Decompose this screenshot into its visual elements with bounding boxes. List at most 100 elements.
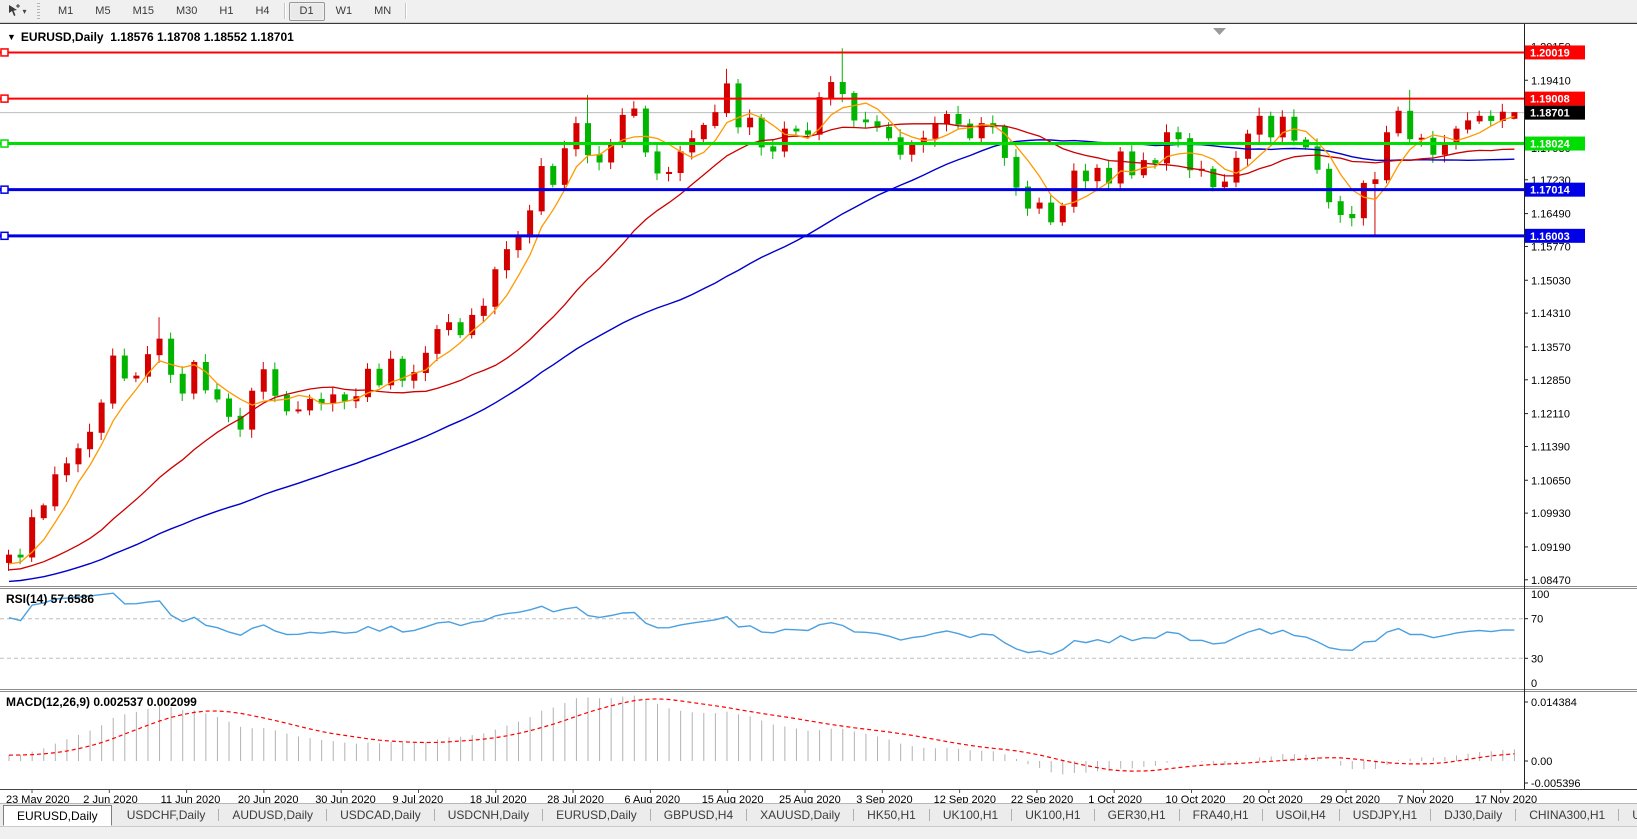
- macd-axis-label: 0.00: [1531, 756, 1552, 768]
- tab-fra40-h1[interactable]: FRA40,H1: [1192, 808, 1249, 822]
- tab-uk100-h1[interactable]: UK100,H1: [1025, 808, 1081, 822]
- rsi-axis-label: 0: [1531, 678, 1537, 690]
- price-axis-label: 1.15770: [1531, 241, 1571, 253]
- candle-body: [515, 236, 522, 251]
- candle-body: [781, 128, 788, 152]
- macd-indicator-label: MACD(12,26,9) 0.002537 0.002099: [6, 695, 197, 709]
- price-axis-label: 1.19410: [1531, 75, 1571, 87]
- candle-body: [862, 119, 869, 123]
- timeframe-button-d1[interactable]: D1: [288, 1, 325, 21]
- price-chart-canvas[interactable]: 1.201501.194101.186701.179301.172301.164…: [0, 24, 1637, 806]
- tab-usdchf-daily[interactable]: USDCHF,Daily: [126, 808, 206, 822]
- tab-usdjpy-h1[interactable]: USDJPY,H1: [1352, 808, 1418, 822]
- tab-eurusd-daily[interactable]: EURUSD,Daily: [3, 805, 112, 826]
- tab-china300-h1[interactable]: CHINA300,H1: [1529, 808, 1606, 822]
- toolbar-grip[interactable]: [37, 3, 40, 19]
- candle-body: [226, 398, 233, 417]
- candle-body: [133, 375, 140, 379]
- symbol-dropdown-icon[interactable]: ▼: [7, 32, 16, 42]
- candle-body: [1395, 110, 1402, 134]
- candle-body: [1233, 157, 1240, 183]
- candle-body: [272, 369, 279, 396]
- candle-body: [457, 322, 464, 336]
- candle-body: [1337, 201, 1344, 215]
- candle-body: [40, 505, 47, 519]
- candle-body: [87, 431, 94, 450]
- candle-body: [1407, 110, 1414, 140]
- candle-body: [446, 322, 453, 331]
- tab-usdcad-daily[interactable]: USDCAD,Daily: [340, 808, 421, 822]
- candle-body: [1048, 202, 1055, 223]
- candle-body: [747, 117, 754, 128]
- tab-audusd-daily[interactable]: AUDUSD,Daily: [232, 808, 314, 822]
- tab-usdcnh-daily[interactable]: USDCNH,Daily: [447, 808, 530, 822]
- candle-body: [63, 463, 70, 476]
- price-label-text: 1.20019: [1530, 47, 1570, 59]
- tab-usoil-h4[interactable]: USOil,H4: [1275, 808, 1326, 822]
- candle-body: [654, 151, 661, 174]
- line-handle[interactable]: [0, 139, 9, 148]
- tab-usoil-h1[interactable]: USOil,H1: [1632, 808, 1637, 822]
- timeframe-button-m15[interactable]: M15: [132, 5, 154, 17]
- price-label-box: [1525, 91, 1585, 106]
- candle-body: [886, 126, 893, 139]
- candle-body: [121, 355, 128, 379]
- price-label-box: [1525, 136, 1585, 151]
- candle-body: [1268, 115, 1275, 138]
- candle-body: [1245, 133, 1252, 159]
- candle-body: [1326, 168, 1333, 203]
- macd-axis-label: -0.005396: [1531, 778, 1581, 790]
- macd-signal-line: [8, 698, 1515, 772]
- line-handle[interactable]: [0, 48, 9, 57]
- timeframe-button-h4[interactable]: H4: [255, 5, 270, 17]
- line-handle[interactable]: [0, 94, 9, 103]
- timeframe-button-w1[interactable]: W1: [335, 5, 353, 17]
- candle-body: [237, 415, 244, 430]
- candle-body: [1511, 112, 1518, 119]
- rsi-axis-label: 30: [1531, 653, 1543, 665]
- timeframe-button-h1[interactable]: H1: [219, 5, 234, 17]
- tab-dj30-daily[interactable]: DJ30,Daily: [1444, 808, 1503, 822]
- timeframe-button-m30[interactable]: M30: [175, 5, 198, 17]
- timeframe-button-m5[interactable]: M5: [95, 5, 111, 17]
- candle-body: [52, 474, 59, 507]
- candle-body: [75, 448, 82, 465]
- candle-body: [585, 123, 591, 156]
- candle-body: [1360, 182, 1367, 219]
- timeframe-button-mn[interactable]: MN: [374, 5, 392, 17]
- candle-body: [978, 123, 985, 139]
- timeframe-button-m1[interactable]: M1: [58, 5, 74, 17]
- candle-body: [434, 329, 441, 354]
- candle-body: [202, 361, 209, 391]
- candle-body: [527, 210, 534, 238]
- crosshair-tool-button[interactable]: ▾: [2, 2, 32, 20]
- shift-end-marker-icon[interactable]: [1213, 28, 1226, 35]
- chart-cursor-icon: [9, 4, 21, 16]
- rsi-line: [8, 592, 1515, 656]
- candle-body: [805, 130, 812, 135]
- moving-average-45: [8, 139, 1515, 583]
- tab-ger30-h1[interactable]: GER30,H1: [1107, 808, 1166, 822]
- tab-gbpusd-h4[interactable]: GBPUSD,H4: [663, 808, 734, 822]
- candle-body: [677, 151, 684, 173]
- rsi-axis-label: 70: [1531, 614, 1543, 626]
- dropdown-arrow-icon[interactable]: ▾: [22, 6, 27, 16]
- price-axis-label: 1.14310: [1531, 308, 1571, 320]
- candle-body: [932, 123, 939, 139]
- candle-body: [1384, 132, 1391, 181]
- candle-body: [1256, 115, 1263, 135]
- tab-uk100-h1[interactable]: UK100,H1: [942, 808, 999, 822]
- line-handle[interactable]: [0, 231, 9, 241]
- tab-eurusd-daily[interactable]: EURUSD,Daily: [556, 808, 637, 822]
- tab-hk50-h1[interactable]: HK50,H1: [867, 808, 916, 822]
- candle-body: [897, 137, 904, 155]
- tab-xauusd-daily[interactable]: XAUUSD,Daily: [760, 808, 841, 822]
- price-axis-label: 1.08470: [1531, 575, 1571, 587]
- timeframe-toolbar: ▾ M1 M5 M15 M30 H1 H4 D1 W1 MN: [0, 0, 1637, 23]
- candle-body: [1059, 205, 1066, 223]
- line-handle[interactable]: [0, 185, 9, 194]
- price-label-box: [1525, 45, 1585, 60]
- moving-average-20: [8, 123, 1515, 571]
- candle-body: [1488, 115, 1495, 121]
- candle-body: [561, 148, 568, 185]
